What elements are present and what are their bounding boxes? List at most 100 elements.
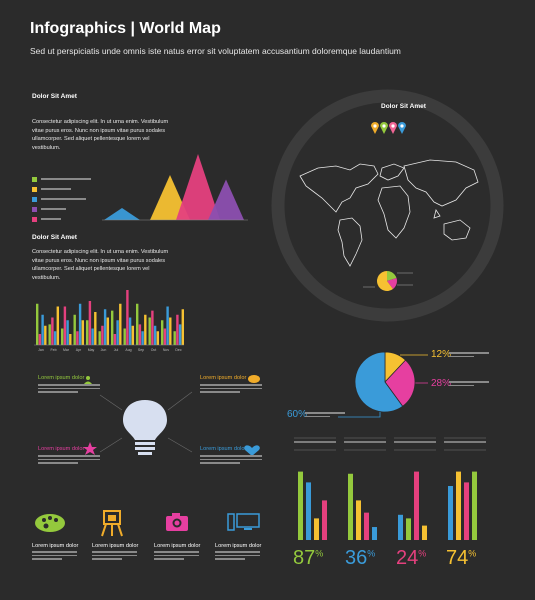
stats-bar-chart bbox=[294, 437, 486, 540]
bulb-item-4: Lorem ipsum dolor bbox=[200, 446, 262, 466]
month-bar bbox=[106, 317, 109, 345]
lightbulb-diagram bbox=[83, 375, 260, 456]
bulb-item-3-label: Lorem ipsum dolor bbox=[38, 446, 85, 452]
month-bar bbox=[51, 317, 54, 345]
month-tick-label: Jul bbox=[114, 348, 119, 352]
month-bar bbox=[78, 303, 82, 345]
pie-note-3 bbox=[305, 410, 345, 419]
month-bar bbox=[123, 328, 126, 345]
bulb-item-2-label: Lorem ipsum dolor bbox=[200, 375, 247, 381]
month-bar bbox=[101, 325, 104, 345]
month-bar bbox=[151, 310, 154, 345]
month-bar bbox=[153, 325, 157, 345]
month-bar bbox=[103, 309, 107, 345]
icon-item-3: Lorem ipsum dolor bbox=[154, 543, 200, 562]
triangle-area-chart bbox=[102, 154, 248, 221]
month-bar bbox=[66, 320, 69, 345]
pie-note-2 bbox=[449, 379, 489, 388]
month-bar bbox=[91, 328, 94, 345]
stat-4-value: 74% bbox=[446, 547, 477, 569]
stat-1-value: 87% bbox=[293, 547, 324, 569]
month-bar bbox=[73, 314, 76, 345]
map-pin-icon bbox=[389, 122, 397, 134]
icon-item-4: Lorem ipsum dolor bbox=[215, 543, 261, 562]
stat-bar bbox=[464, 482, 469, 540]
bulb-item-2: Lorem ipsum dolor bbox=[200, 375, 262, 395]
pie-label-12: 12% bbox=[431, 349, 452, 360]
world-map-panel bbox=[271, 89, 504, 322]
month-tick-label: Nov bbox=[163, 348, 169, 352]
month-bar bbox=[81, 320, 84, 345]
month-bar bbox=[63, 306, 67, 345]
map-pin-dot bbox=[382, 124, 386, 128]
month-bar bbox=[163, 328, 167, 345]
month-tick-label: Mar bbox=[63, 348, 70, 352]
month-bar bbox=[169, 317, 172, 345]
triangle-chart-legend bbox=[32, 174, 101, 224]
month-bar bbox=[38, 334, 42, 345]
stat-bar bbox=[406, 518, 411, 540]
page-title: Infographics | World Map bbox=[30, 20, 221, 37]
stat-2-value: 36% bbox=[345, 547, 376, 569]
month-bar bbox=[161, 320, 164, 345]
month-tick-label: Feb bbox=[50, 348, 56, 352]
month-bar bbox=[113, 334, 117, 345]
person-icon bbox=[84, 376, 92, 384]
month-bar bbox=[156, 331, 159, 345]
section2-heading: Dolor Sit Amet bbox=[32, 234, 77, 241]
lightbulb-icon bbox=[123, 400, 167, 455]
stat-bar bbox=[372, 527, 377, 540]
stat-bar bbox=[348, 473, 353, 540]
section1-paragraph: Consectetur adipiscing elit. In ut urna … bbox=[32, 119, 169, 151]
bulb-item-1: Lorem ipsum dolor bbox=[38, 375, 100, 395]
camera-icon bbox=[166, 513, 188, 531]
icon-item-2-label: Lorem ipsum dolor bbox=[92, 543, 139, 549]
stat-bar bbox=[422, 525, 427, 540]
stat-bar bbox=[448, 486, 453, 540]
month-bar bbox=[41, 314, 44, 345]
month-bar bbox=[131, 325, 134, 345]
stat-bar bbox=[322, 500, 327, 540]
map-mini-pie bbox=[363, 271, 413, 291]
month-bar bbox=[141, 331, 144, 345]
month-bar bbox=[69, 334, 72, 345]
map-inner-circle bbox=[284, 102, 491, 309]
heart-icon bbox=[244, 445, 260, 456]
month-bar bbox=[176, 314, 179, 345]
bottom-icons-row bbox=[35, 510, 260, 537]
palette-icon bbox=[35, 514, 65, 532]
page-subtitle: Sed ut perspiciatis unde omnis iste natu… bbox=[30, 46, 401, 56]
pie-label-60: 60% bbox=[287, 409, 308, 420]
star-icon bbox=[83, 442, 97, 455]
month-bar bbox=[181, 309, 184, 345]
pie-slice-3 bbox=[354, 351, 404, 413]
month-bar bbox=[144, 314, 147, 345]
month-bar bbox=[178, 324, 182, 345]
map-pin-dot bbox=[400, 124, 404, 128]
month-bar bbox=[88, 301, 92, 345]
bulb-item-4-label: Lorem ipsum dolor bbox=[200, 446, 247, 452]
pie-slice-2 bbox=[384, 359, 416, 407]
stat-3-value: 24% bbox=[396, 547, 427, 569]
map-pin-icon bbox=[398, 122, 406, 134]
month-bar bbox=[86, 320, 89, 345]
icon-item-4-label: Lorem ipsum dolor bbox=[215, 543, 262, 549]
bulb-item-3: Lorem ipsum dolor bbox=[38, 446, 100, 466]
bulb-item-1-label: Lorem ipsum dolor bbox=[38, 375, 85, 381]
month-bar bbox=[116, 320, 119, 345]
month-bar bbox=[136, 303, 139, 345]
stat-bar bbox=[398, 514, 403, 540]
month-tick-label: Sep bbox=[138, 348, 144, 352]
month-bar bbox=[44, 325, 47, 345]
stat-bar bbox=[472, 471, 477, 540]
month-bar bbox=[138, 324, 142, 345]
stat-bar bbox=[364, 512, 369, 540]
month-tick-label: Dec bbox=[175, 348, 181, 352]
month-tick-label: Jan bbox=[38, 348, 44, 352]
section1-heading: Dolor Sit Amet bbox=[32, 93, 77, 100]
month-bar bbox=[53, 331, 57, 345]
month-bar bbox=[48, 324, 51, 345]
map-pins bbox=[371, 122, 406, 134]
triangle-series-3 bbox=[176, 154, 220, 220]
